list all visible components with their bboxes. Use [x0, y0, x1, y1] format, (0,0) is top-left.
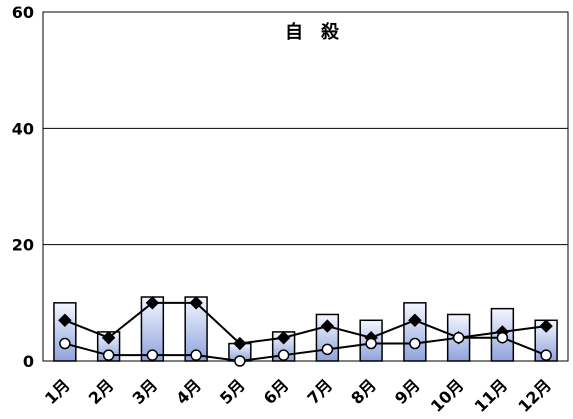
x-tick-label: 10月 — [427, 375, 468, 416]
circle-marker — [234, 355, 246, 367]
x-tick-label: 6月 — [260, 375, 293, 408]
y-axis-ticks: 0 20 40 60 — [12, 3, 34, 371]
circle-marker — [496, 331, 509, 344]
diamond-marker — [145, 296, 160, 310]
x-tick-label: 3月 — [129, 375, 162, 408]
diamond-marker — [58, 313, 72, 327]
circle-marker — [190, 349, 202, 361]
y-tick-label: 0 — [23, 352, 34, 371]
y-tick-label: 60 — [12, 3, 34, 22]
x-tick-label: 12月 — [514, 375, 555, 416]
x-tick-label: 5月 — [216, 375, 249, 408]
circle-marker — [146, 349, 159, 361]
diamond-marker — [539, 319, 553, 333]
circle-marker — [409, 337, 421, 350]
circle-marker — [365, 337, 377, 350]
plot-frame — [42, 11, 569, 362]
circle-marker — [321, 343, 334, 356]
line-circle-series-line — [64, 336, 547, 363]
diamond-marker — [101, 331, 116, 345]
circle-marker — [59, 337, 71, 350]
x-tick-label: 4月 — [172, 375, 205, 408]
x-tick-label: 8月 — [347, 375, 380, 408]
diamond-marker — [320, 319, 335, 333]
diamond-marker — [408, 313, 422, 327]
y-tick-label: 20 — [12, 236, 34, 255]
x-tick-label: 1月 — [41, 375, 74, 408]
circle-marker — [102, 349, 115, 361]
x-axis-ticks: 1月 2月 3月 4月 5月 6月 7月 8月 9月 10月 11月 12月 — [41, 375, 555, 416]
x-tick-label: 7月 — [304, 375, 337, 408]
x-tick-label: 2月 — [85, 375, 118, 408]
gridlines — [42, 11, 569, 362]
chart-title: 自 殺 — [285, 21, 340, 43]
bar — [403, 302, 427, 362]
diamond-marker — [233, 336, 247, 351]
diamond-marker — [189, 296, 203, 310]
circle-marker — [452, 331, 465, 344]
x-tick-label: 9月 — [391, 375, 424, 408]
lines — [58, 296, 553, 367]
circle-marker — [540, 349, 552, 361]
bar — [53, 302, 77, 362]
circle-marker — [277, 349, 290, 361]
x-tick-label: 11月 — [471, 375, 512, 416]
diamond-marker — [276, 331, 291, 345]
y-tick-label: 40 — [12, 119, 34, 138]
